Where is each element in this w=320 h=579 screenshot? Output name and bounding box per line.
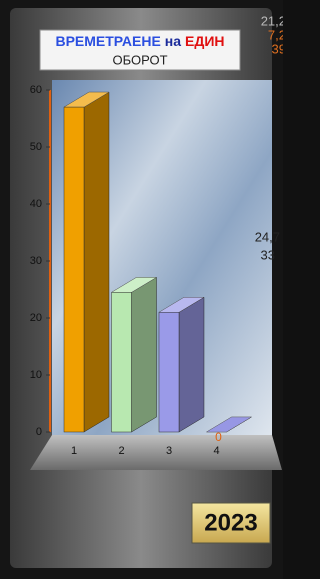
year: 2023 — [204, 509, 257, 536]
annotation: 33 — [261, 247, 275, 262]
x-tick-label: 2 — [118, 445, 124, 457]
y-tick-label: 60 — [30, 84, 42, 96]
y-tick-label: 0 — [36, 426, 42, 438]
annotation: 7,2 — [268, 27, 283, 42]
y-tick-label: 10 — [30, 369, 42, 381]
y-tick-label: 30 — [30, 255, 42, 267]
value-label: 0 — [215, 430, 222, 444]
bar-side-shade — [132, 277, 157, 432]
bar-front — [64, 107, 84, 432]
x-tick-label: 4 — [213, 445, 219, 457]
y-tick-label: 20 — [30, 312, 42, 324]
x-tick-label: 1 — [71, 445, 77, 457]
bar — [112, 277, 157, 432]
annotation: 39 — [272, 41, 283, 56]
y-tick-label: 50 — [30, 141, 42, 153]
annotation: 24,7 — [255, 229, 280, 244]
x-tick-label: 3 — [166, 445, 172, 457]
y-tick-label: 40 — [30, 198, 42, 210]
annotation: 21,2 — [261, 13, 283, 28]
bar-front — [159, 312, 179, 432]
bar-front — [112, 292, 132, 432]
title-part: ВРЕМЕТРАЕНЕ — [55, 33, 160, 49]
bar-side-shade — [179, 297, 204, 432]
bar — [159, 297, 204, 432]
bar — [64, 92, 109, 432]
title-part: ЕДИН — [185, 33, 224, 49]
title-part: на — [165, 33, 181, 49]
chart-subtitle: ОБОРОТ — [112, 52, 167, 67]
floor — [30, 435, 282, 470]
bar-side-shade — [84, 92, 109, 432]
